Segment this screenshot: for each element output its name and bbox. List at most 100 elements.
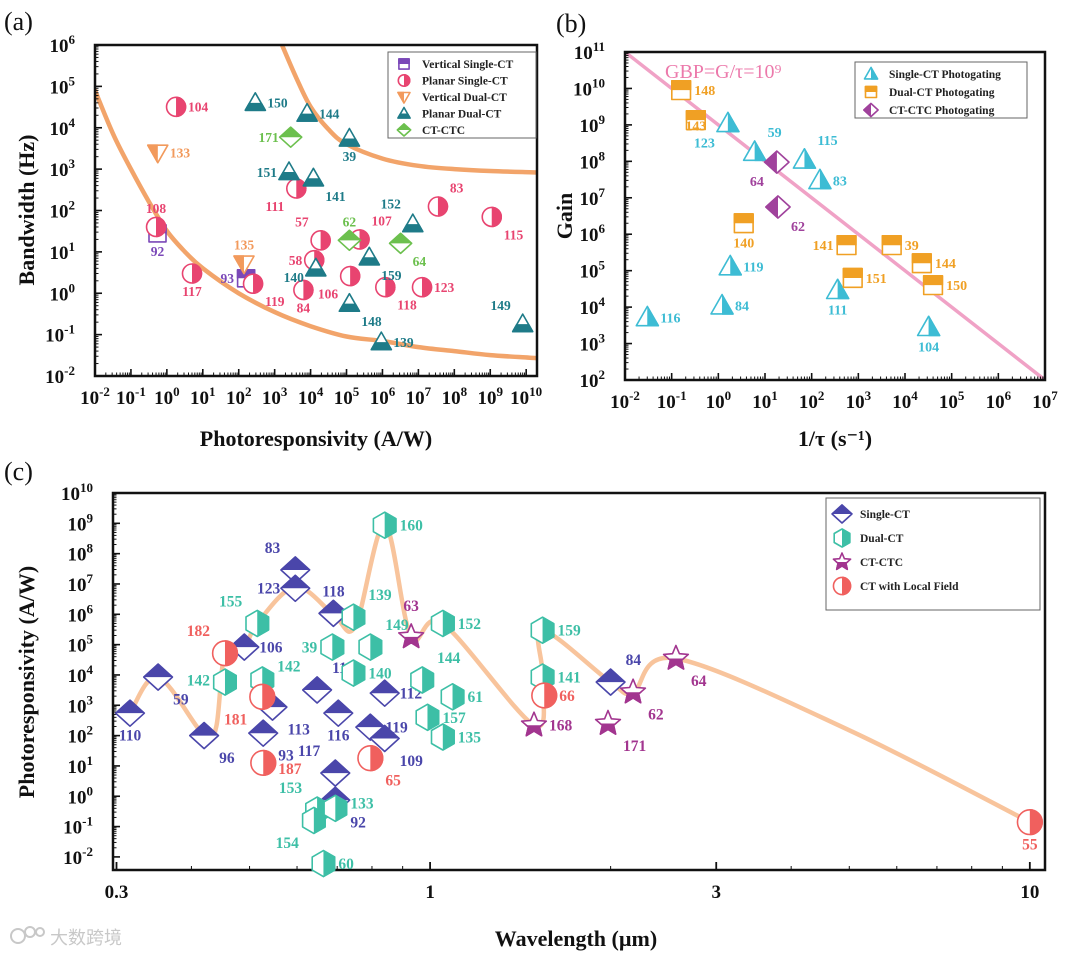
tick-exponent: 9 [87,510,94,525]
tick-exponent: 0 [725,388,732,403]
data-point-label: 148 [694,84,715,99]
data-point-label: 171 [258,130,279,145]
tick-base: 10 [580,371,599,392]
tick-exponent: 2 [69,198,76,213]
legend-label: CT-CTC [860,557,903,569]
y-axis-title: Bandwidth (Hz) [14,135,39,286]
data-point-marker [792,148,817,169]
data-point-label: 154 [276,835,300,852]
data-point-label: 118 [397,298,417,313]
curve-trend [127,522,1033,825]
legend-marker-icon [831,504,853,524]
data-point-marker [181,263,203,284]
tick-base: 10 [50,77,69,98]
x-tick-label: 103 [846,388,872,413]
data-point-marker [375,276,396,298]
legend-label: Dual-CT Photogating [889,87,995,99]
panel-a-bandwidth-vs-photoresponsivity: (a)10-2 10-1 100 101 102 103 104 105 106 107 108 10… [4,7,542,451]
y-tick-label: 10-2 [63,844,93,869]
data-point-label: 150 [267,96,288,111]
tick-base: 10 [1032,392,1051,413]
data-point-label: 84 [297,300,311,315]
data-point-marker [825,278,850,300]
data-point-marker [233,255,255,275]
data-point-marker [808,168,832,190]
tick-exponent: 0 [87,783,94,798]
legend-label: Planar Single-CT [422,76,508,88]
data-point-marker [481,206,503,228]
series-ct-ctc-photogating: 64 62 [750,150,805,235]
data-point-marker [248,719,279,748]
panel-c-photoresponsivity-vs-wavelength: (c)0.3 1 3 1010-210-11001011021031041051061… [4,457,1047,951]
data-point-label: 119 [743,260,763,275]
y-tick-label: 108 [68,541,94,566]
data-point-label: 142 [277,659,301,676]
data-point-marker [278,161,300,181]
data-point-label: 106 [318,287,339,302]
tick-base: 10 [61,484,80,505]
legend-marker-icon [397,106,411,119]
tick-exponent: 9 [497,384,504,399]
data-point-marker [323,794,348,823]
tick-base: 10 [154,388,173,409]
data-point-label: 160 [400,518,424,535]
y-tick-label: 103 [68,692,94,717]
tick-exponent: 7 [1051,388,1058,403]
data-point-marker [427,196,449,217]
data-point-label: 107 [372,213,393,228]
y-tick-label: 109 [68,510,94,535]
data-point-marker [716,111,740,133]
data-point-label: 109 [400,753,424,770]
data-point-marker [249,683,276,710]
tick-base: 10 [190,388,209,409]
tick-base: 10 [45,326,64,347]
legend-label: CT with Local Field [860,581,959,593]
tick-exponent: 6 [1005,388,1012,403]
y-tick-label: 1010 [61,480,93,505]
series-single-ct-photogating: 123 59 115 83 119 84 116 111 104 [635,111,941,355]
legend-label: Single-CT [860,509,910,521]
tick-base: 10 [68,575,87,596]
y-tick-label: 105 [50,73,76,98]
data-point-marker [411,276,433,298]
data-point-marker [511,313,534,333]
x-axis-title: 1/τ (s⁻¹) [798,426,872,451]
x-tick-label: 104 [892,388,918,413]
legend-marker-icon [833,528,851,548]
x-tick-label: 100 [706,388,732,413]
data-point-marker [165,96,187,118]
data-point-label: 106 [259,640,283,657]
data-point-label: 96 [219,750,235,767]
tick-base: 10 [706,392,725,413]
data-point-marker [397,623,425,649]
y-tick-label: 105 [580,258,606,283]
legend-marker-icon [832,552,852,571]
data-point-marker [145,216,167,238]
data-point-label: 62 [791,220,805,235]
y-tick-label: 100 [68,783,94,808]
legend-item: CT with Local Field [832,576,959,596]
curve-gbp-1e9-line [625,52,1045,380]
data-point-marker [430,609,455,638]
data-point-marker [311,849,336,878]
data-point-label: 118 [322,583,345,600]
data-point-label: 123 [257,581,281,598]
data-point-label: 171 [623,738,646,755]
data-point-label: 62 [343,214,357,229]
data-point-label: 159 [381,268,402,283]
tick-base: 10 [80,388,99,409]
legend-label: Dual-CT [860,533,904,545]
data-point-marker [341,659,366,687]
data-point-label: 92 [350,815,366,832]
tick-exponent: 6 [389,384,396,399]
data-point-label: 141 [325,189,346,204]
legend-item: Vertical Single-CT [398,58,514,71]
data-point-marker [341,603,366,632]
data-point-marker [635,305,660,327]
x-tick-label: 103 [262,384,288,409]
tick-exponent: 11 [593,39,605,54]
y-tick-label: 104 [68,662,94,687]
x-tick-label: 102 [226,384,251,409]
y-tick-label: 105 [68,632,94,657]
